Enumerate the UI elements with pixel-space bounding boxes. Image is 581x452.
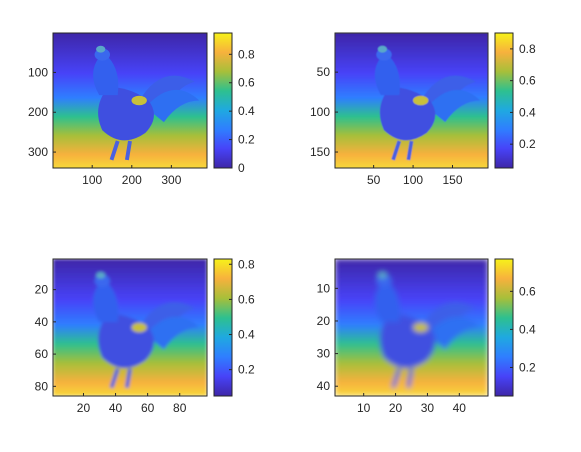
colorbar-tick-label: 0.6 bbox=[519, 74, 536, 88]
x-tick-label: 100 bbox=[403, 173, 423, 187]
y-tick-label: 300 bbox=[28, 145, 48, 159]
colorbar-tick-label: 0.8 bbox=[238, 47, 255, 61]
x-tick-label: 80 bbox=[173, 401, 187, 415]
colorbar-tick-label: 0.6 bbox=[238, 76, 255, 90]
y-tick-label: 20 bbox=[317, 314, 331, 328]
x-tick-label: 200 bbox=[122, 173, 142, 187]
y-tick-label: 40 bbox=[35, 315, 49, 329]
x-tick-label: 50 bbox=[367, 173, 381, 187]
x-tick-label: 10 bbox=[357, 401, 371, 415]
colorbar-tick-label: 0.6 bbox=[519, 284, 536, 298]
y-tick-label: 20 bbox=[35, 283, 49, 297]
y-tick-label: 100 bbox=[310, 105, 330, 119]
colorbar-tick-label: 0.4 bbox=[238, 328, 255, 342]
colorbar-tick-label: 0.2 bbox=[519, 360, 536, 374]
colorbar bbox=[494, 32, 514, 169]
colorbar-tick-label: 0.2 bbox=[238, 133, 255, 147]
x-tick-label: 150 bbox=[442, 173, 462, 187]
chart-panel-2: 50 100 150 50 100 150 0.2 0.4 0.6 0.8 bbox=[310, 32, 536, 187]
x-tick-label: 30 bbox=[421, 401, 435, 415]
colorbar-tick-label: 0.6 bbox=[238, 292, 255, 306]
y-tick-label: 30 bbox=[317, 347, 331, 361]
y-tick-label: 60 bbox=[35, 347, 49, 361]
chart-panel-1: 100 200 300 100 200 300 0 0.2 0.4 0.6 0.8 bbox=[28, 32, 255, 187]
axes-box bbox=[334, 258, 489, 397]
heatmap-image bbox=[53, 259, 207, 396]
x-tick-label: 20 bbox=[77, 401, 91, 415]
colorbar-tick-label: 0.4 bbox=[519, 105, 536, 119]
x-tick-label: 60 bbox=[141, 401, 155, 415]
y-tick-label: 10 bbox=[317, 281, 331, 295]
heatmap-image bbox=[335, 33, 488, 168]
axes-box bbox=[334, 32, 489, 169]
colorbar-tick-label: 0.2 bbox=[238, 363, 255, 377]
x-tick-label: 300 bbox=[161, 173, 181, 187]
heatmap-image bbox=[53, 33, 207, 168]
x-tick-label: 40 bbox=[109, 401, 123, 415]
colorbar-tick-label: 0.2 bbox=[519, 137, 536, 151]
colorbar-tick-label: 0.4 bbox=[238, 104, 255, 118]
y-tick-label: 80 bbox=[35, 379, 49, 393]
y-tick-label: 150 bbox=[310, 145, 330, 159]
colorbar-tick-label: 0.8 bbox=[519, 42, 536, 56]
x-tick-label: 100 bbox=[82, 173, 102, 187]
heatmap-image bbox=[335, 259, 488, 396]
colorbar-tick-label: 0.4 bbox=[519, 322, 536, 336]
y-tick-label: 40 bbox=[317, 379, 331, 393]
x-tick-label: 20 bbox=[389, 401, 403, 415]
y-tick-label: 50 bbox=[317, 65, 331, 79]
chart-panel-4: 10 20 30 40 10 20 30 40 0.2 0.4 0.6 bbox=[317, 258, 536, 415]
colorbar bbox=[213, 258, 233, 397]
x-tick-label: 40 bbox=[453, 401, 467, 415]
axes-box bbox=[52, 32, 208, 169]
colorbar bbox=[494, 258, 514, 397]
chart-panel-3: 20 40 60 80 20 40 60 80 0.2 0.4 0.6 0.8 bbox=[35, 257, 255, 415]
y-tick-label: 200 bbox=[28, 105, 48, 119]
colorbar-tick-label: 0.8 bbox=[238, 257, 255, 271]
colorbar-tick-label: 0 bbox=[238, 161, 245, 175]
axes-box bbox=[52, 258, 208, 397]
y-tick-label: 100 bbox=[28, 65, 48, 79]
colorbar bbox=[213, 32, 233, 169]
